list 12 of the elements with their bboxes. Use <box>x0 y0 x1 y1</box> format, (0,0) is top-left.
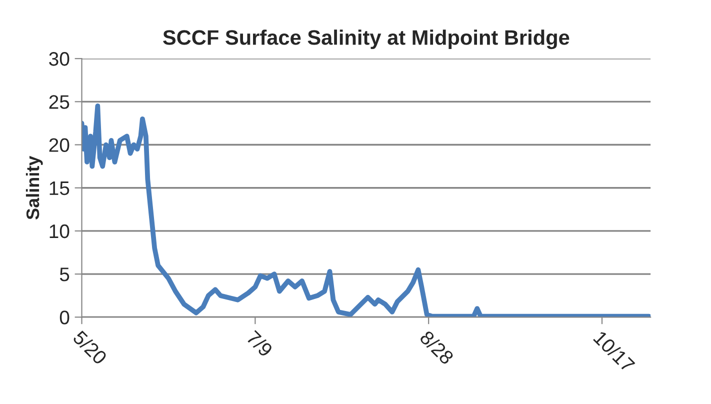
y-tick-label: 20 <box>49 138 70 152</box>
chart-title: SCCF Surface Salinity at Midpoint Bridge <box>163 30 570 50</box>
y-tick-label: 0 <box>60 310 70 324</box>
y-tick-label: 30 <box>49 52 70 66</box>
y-axis-title: Salinity <box>26 156 43 220</box>
y-tick-label: 10 <box>50 224 70 238</box>
y-tick-label: 5 <box>60 268 70 282</box>
y-tick-label: 25 <box>49 95 70 109</box>
x-tick-label: 5/20 <box>72 329 108 366</box>
x-tick-label: 7/9 <box>246 330 274 358</box>
y-tick-label: 15 <box>50 182 70 196</box>
x-tick-label: 8/28 <box>419 330 455 366</box>
